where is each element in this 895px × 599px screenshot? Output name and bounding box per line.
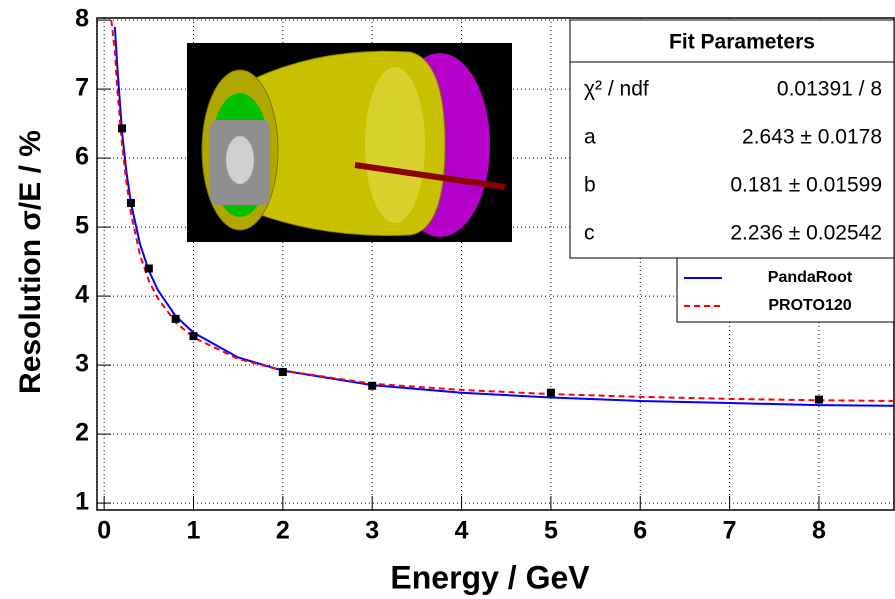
data-point (144, 264, 153, 273)
stats-value: 2.236 ± 0.02542 (730, 222, 882, 245)
stats-label: b (584, 174, 596, 197)
stats-title: Fit Parameters (669, 31, 815, 54)
fit-curve (110, 19, 895, 402)
data-point (278, 367, 287, 376)
detector-render (187, 43, 512, 242)
data-point (814, 395, 823, 404)
stats-label: c (584, 222, 595, 245)
stats-label: χ² / ndf (584, 78, 649, 101)
y-tick-label: 5 (75, 212, 89, 240)
y-tick-label: 6 (75, 143, 89, 171)
legend-label: PandaRoot (768, 269, 853, 286)
x-tick-label: 6 (633, 517, 647, 545)
y-tick-label: 4 (75, 281, 89, 309)
stats-label: a (584, 126, 596, 149)
x-tick-label: 4 (455, 517, 469, 545)
y-tick-label: 1 (75, 488, 89, 516)
stats-value: 0.01391 / 8 (777, 78, 882, 101)
x-tick-label: 7 (723, 517, 737, 545)
stats-box: Fit Parameters χ² / ndf 0.01391 / 8 a 2.643… (569, 19, 895, 259)
x-tick-label: 1 (187, 517, 201, 545)
data-point (126, 198, 135, 207)
x-tick-label: 5 (544, 517, 558, 545)
y-tick-label: 7 (75, 74, 89, 102)
data-point (171, 314, 180, 323)
stats-value: 2.643 ± 0.0178 (742, 126, 882, 149)
data-point (189, 332, 198, 341)
x-tick-label: 0 (97, 517, 111, 545)
stats-value: 0.181 ± 0.01599 (730, 174, 882, 197)
data-point (368, 381, 377, 390)
legend-label: PROTO120 (768, 297, 851, 314)
data-point (546, 388, 555, 397)
y-tick-label: 2 (75, 419, 89, 447)
y-axis-title: Resolution σ/E / % (14, 130, 47, 394)
legend-box (676, 257, 895, 323)
x-axis-title: Energy / GeV (390, 559, 590, 595)
x-tick-label: 2 (276, 517, 290, 545)
x-tick-label: 3 (365, 517, 379, 545)
x-tick-label: 8 (812, 517, 826, 545)
y-tick-label: 3 (75, 350, 89, 378)
y-tick-label: 8 (75, 5, 89, 33)
data-point (118, 124, 127, 133)
